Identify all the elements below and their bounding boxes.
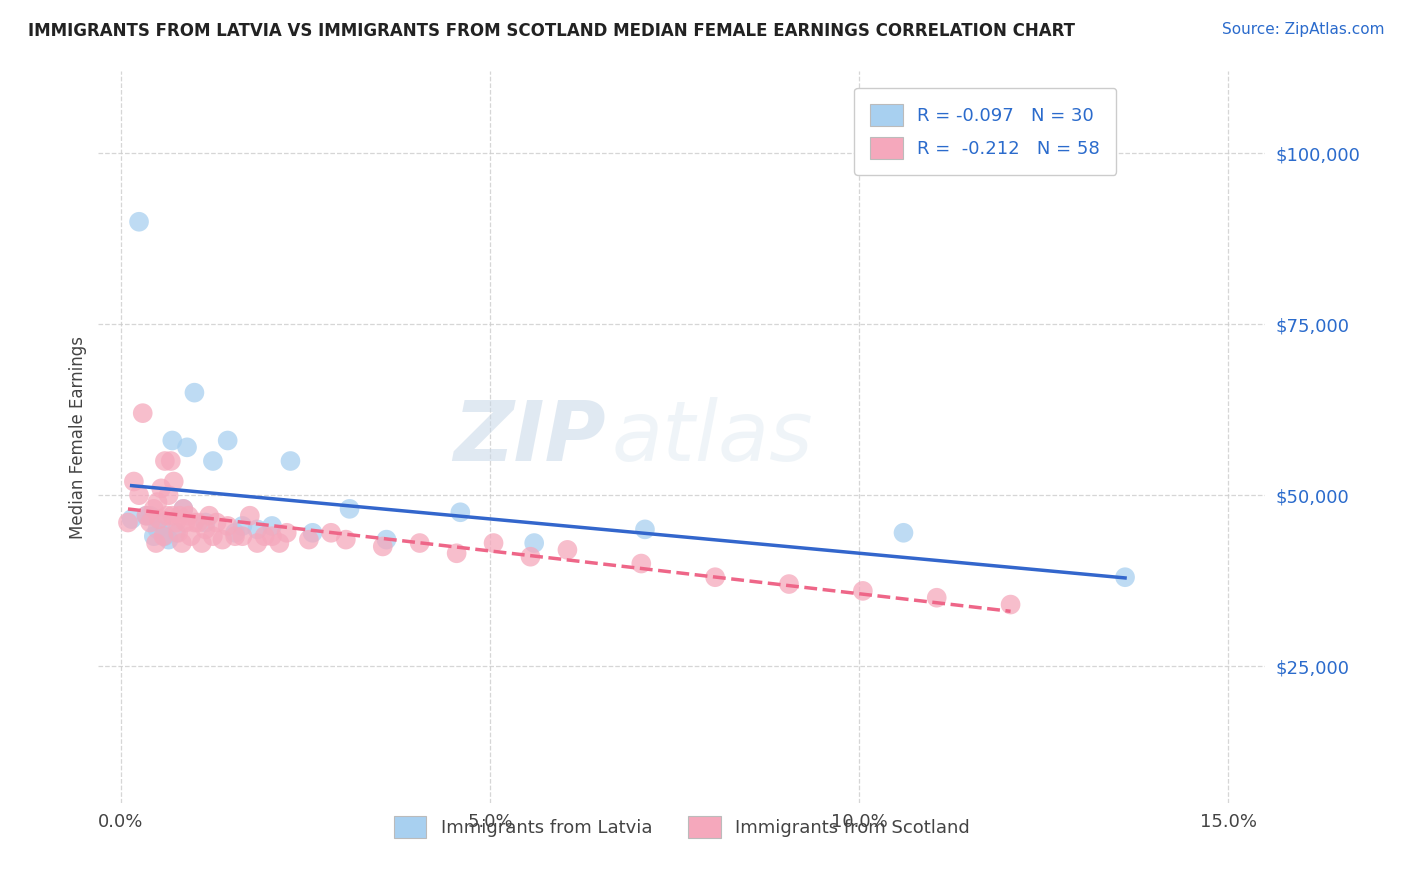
Point — [172, 501, 194, 516]
Point — [150, 481, 173, 495]
Point — [180, 529, 202, 543]
Point — [280, 454, 302, 468]
Point — [194, 516, 217, 530]
Point — [446, 546, 468, 560]
Point — [153, 454, 176, 468]
Point — [122, 475, 145, 489]
Point — [482, 536, 505, 550]
Point — [335, 533, 357, 547]
Point — [630, 557, 652, 571]
Point — [519, 549, 541, 564]
Point — [276, 525, 298, 540]
Point — [557, 542, 579, 557]
Point — [852, 583, 875, 598]
Point — [371, 540, 394, 554]
Point — [159, 454, 181, 468]
Point — [165, 525, 187, 540]
Point — [704, 570, 727, 584]
Point — [146, 522, 169, 536]
Point — [246, 536, 269, 550]
Text: ZIP: ZIP — [453, 397, 606, 477]
Point — [135, 508, 157, 523]
Point — [128, 215, 150, 229]
Point — [153, 529, 176, 543]
Point — [150, 516, 173, 530]
Point — [172, 501, 194, 516]
Point — [319, 525, 342, 540]
Point — [191, 536, 214, 550]
Point — [145, 536, 167, 550]
Point — [117, 516, 139, 530]
Point — [132, 406, 155, 420]
Point — [163, 475, 186, 489]
Text: atlas: atlas — [612, 397, 814, 477]
Point — [142, 529, 165, 543]
Point — [167, 525, 190, 540]
Point — [925, 591, 948, 605]
Point — [187, 516, 209, 530]
Point — [139, 508, 162, 523]
Point — [1114, 570, 1136, 584]
Point — [253, 529, 276, 543]
Point — [142, 501, 165, 516]
Point — [162, 508, 184, 523]
Point — [139, 516, 162, 530]
Text: Source: ZipAtlas.com: Source: ZipAtlas.com — [1222, 22, 1385, 37]
Point — [301, 525, 323, 540]
Point — [239, 508, 262, 523]
Point — [298, 533, 321, 547]
Point — [217, 434, 239, 448]
Point — [162, 434, 184, 448]
Point — [205, 516, 228, 530]
Point — [157, 533, 180, 547]
Point — [449, 505, 471, 519]
Point — [157, 488, 180, 502]
Point — [778, 577, 800, 591]
Point — [211, 533, 233, 547]
Point — [156, 508, 179, 523]
Point — [523, 536, 546, 550]
Point — [231, 529, 253, 543]
Point — [217, 519, 239, 533]
Point — [246, 522, 269, 536]
Text: IMMIGRANTS FROM LATVIA VS IMMIGRANTS FROM SCOTLAND MEDIAN FEMALE EARNINGS CORREL: IMMIGRANTS FROM LATVIA VS IMMIGRANTS FRO… — [28, 22, 1076, 40]
Point — [634, 522, 657, 536]
Point — [409, 536, 432, 550]
Point — [260, 519, 283, 533]
Point — [194, 522, 217, 536]
Point — [201, 529, 224, 543]
Point — [121, 512, 143, 526]
Legend: Immigrants from Latvia, Immigrants from Scotland: Immigrants from Latvia, Immigrants from … — [387, 808, 977, 845]
Point — [152, 529, 174, 543]
Point — [224, 529, 246, 543]
Point — [135, 508, 157, 523]
Point — [148, 512, 170, 526]
Point — [893, 525, 915, 540]
Point — [269, 536, 291, 550]
Point — [201, 454, 224, 468]
Point — [231, 519, 253, 533]
Point — [165, 516, 187, 530]
Point — [128, 488, 150, 502]
Point — [198, 508, 221, 523]
Point — [339, 501, 361, 516]
Y-axis label: Median Female Earnings: Median Female Earnings — [69, 335, 87, 539]
Point — [183, 385, 205, 400]
Point — [170, 536, 193, 550]
Point — [375, 533, 398, 547]
Point — [169, 508, 191, 523]
Point — [174, 516, 197, 530]
Point — [260, 529, 283, 543]
Point — [177, 508, 200, 523]
Point — [146, 495, 169, 509]
Point — [183, 516, 205, 530]
Point — [1000, 598, 1022, 612]
Point — [176, 440, 198, 454]
Point — [224, 525, 246, 540]
